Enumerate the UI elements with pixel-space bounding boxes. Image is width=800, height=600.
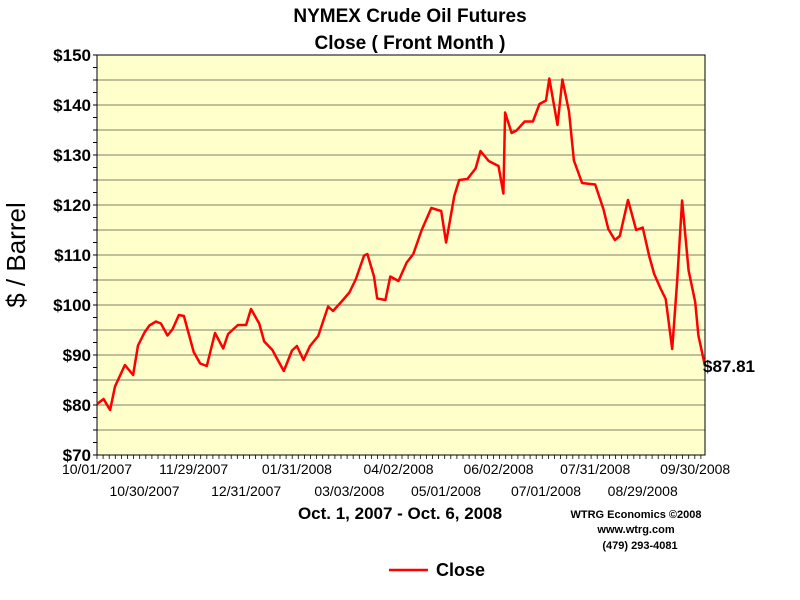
y-minor-ticks: [93, 54, 97, 456]
x-tick-label: 08/29/2008: [608, 483, 678, 499]
y-tick-label: $130: [53, 146, 91, 165]
x-tick-label: 09/30/2008: [660, 461, 730, 477]
y-axis-label: $ / Barrel: [1, 202, 31, 308]
x-tick-label: 01/31/2008: [262, 461, 332, 477]
x-tick-label: 12/31/2007: [211, 483, 281, 499]
y-tick-label: $150: [53, 46, 91, 65]
y-tick-label: $80: [63, 396, 91, 415]
x-tick-label: 10/30/2007: [109, 483, 179, 499]
y-tick-label: $110: [54, 246, 91, 265]
y-tick-label: $70: [63, 446, 91, 465]
chart-subtitle: Close ( Front Month ): [314, 33, 505, 54]
x-tick-label: 07/31/2008: [560, 461, 630, 477]
x-tick-label: 06/02/2008: [463, 461, 533, 477]
credit-line-3: (479) 293-4081: [602, 540, 677, 552]
series-line-close: [96, 77, 707, 412]
y-tick-label: $90: [63, 346, 91, 365]
x-tick-label: 10/01/2007: [62, 461, 132, 477]
credit-line-2: www.wtrg.com: [596, 524, 674, 536]
x-tick-label: 05/01/2008: [411, 483, 481, 499]
x-minor-ticks: [96, 455, 702, 459]
last-value-label: $87.81: [703, 357, 755, 376]
chart-title: NYMEX Crude Oil Futures: [293, 6, 526, 27]
gridlines: [97, 79, 705, 431]
x-tick-label: 11/29/2007: [159, 461, 228, 477]
x-tick-label: 03/03/2008: [314, 483, 384, 499]
y-tick-labels: $70 $80 $90 $100 $110 $120 $130 $140 $150: [53, 46, 91, 465]
x-tick-label: 04/02/2008: [364, 461, 434, 477]
credit-line-1: WTRG Economics ©2008: [571, 509, 702, 521]
y-tick-label: $100: [53, 296, 91, 315]
x-tick-labels: 10/01/2007 11/29/2007 01/31/2008 04/02/2008…: [62, 461, 730, 499]
legend-label-close: Close: [436, 560, 485, 580]
x-axis-label: Oct. 1, 2007 - Oct. 6, 2008: [298, 504, 502, 523]
y-tick-label: $140: [53, 96, 91, 115]
y-tick-label: $120: [53, 196, 91, 215]
x-tick-label: 07/01/2008: [511, 483, 581, 499]
